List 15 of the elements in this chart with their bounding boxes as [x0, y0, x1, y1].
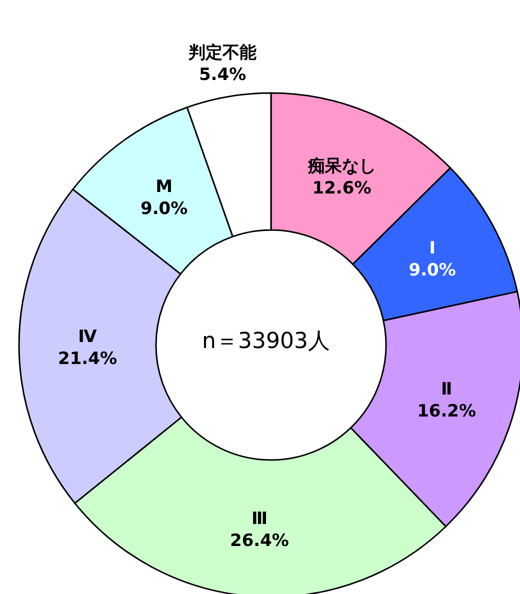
data-label: 12.6%	[312, 178, 372, 199]
data-label: 26.4%	[230, 531, 289, 552]
data-label: 9.0%	[140, 198, 188, 219]
slice-label: Ⅲ	[251, 509, 268, 530]
data-label: 9.0%	[408, 260, 456, 281]
data-label: 21.4%	[58, 349, 117, 370]
text: n＝33903人	[202, 329, 330, 354]
slice-label: M	[156, 176, 173, 197]
data-label: 16.2%	[417, 401, 476, 422]
slice-label: Ⅱ	[440, 379, 452, 400]
slice-label: Ⅰ	[429, 238, 436, 259]
slice-label: Ⅳ	[78, 327, 98, 348]
slice-label: 判定不能	[188, 43, 257, 64]
slice-label: 痴呆なし	[306, 156, 376, 177]
data-label: 5.4%	[198, 65, 246, 86]
